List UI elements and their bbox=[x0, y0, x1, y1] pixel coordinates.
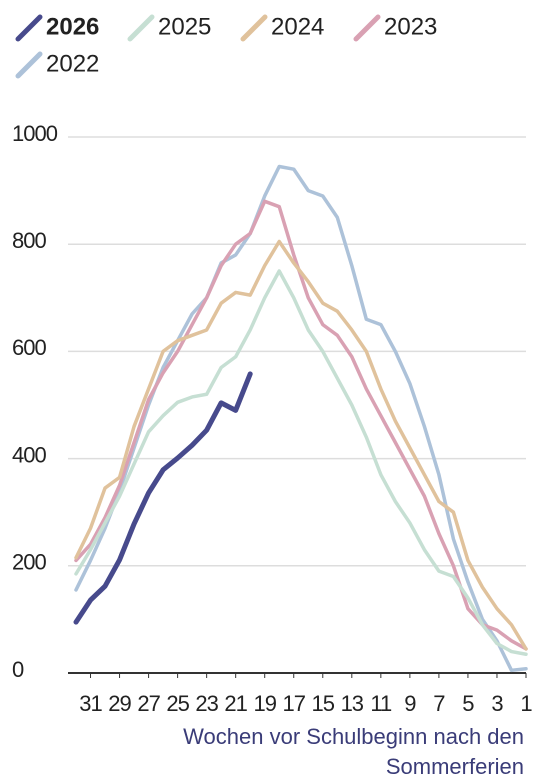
x-tick-label: 3 bbox=[491, 691, 503, 716]
y-tick-label: 600 bbox=[12, 335, 46, 360]
x-tick-label: 23 bbox=[195, 691, 218, 716]
legend-swatch bbox=[15, 51, 43, 79]
x-axis-label: Wochen vor Schulbeginn nach den Sommerfe… bbox=[183, 724, 524, 779]
line bbox=[74, 199, 528, 651]
y-tick-label: 400 bbox=[12, 442, 46, 467]
y-tick-label: 800 bbox=[12, 228, 46, 253]
legend-label: 2024 bbox=[271, 13, 324, 40]
legend-swatch bbox=[240, 14, 268, 42]
legend-label: 2025 bbox=[158, 13, 211, 40]
x-tick-label: 15 bbox=[312, 691, 335, 716]
line bbox=[74, 269, 528, 656]
legend-swatch bbox=[127, 14, 155, 42]
x-tick-label: 7 bbox=[433, 691, 445, 716]
x-tick-label: 27 bbox=[137, 691, 160, 716]
x-tick-label: 19 bbox=[253, 691, 276, 716]
legend-label: 2023 bbox=[384, 13, 437, 40]
x-tick-label: 31 bbox=[79, 691, 102, 716]
x-tick-label: 5 bbox=[462, 691, 474, 716]
x-tick-label: 25 bbox=[166, 691, 189, 716]
y-tick-label: 1000 bbox=[12, 121, 58, 146]
line bbox=[74, 239, 528, 651]
legend-label: 2026 bbox=[46, 13, 99, 40]
x-tick-label: 29 bbox=[108, 691, 131, 716]
line bbox=[73, 371, 253, 625]
legend-label: 2022 bbox=[46, 50, 99, 77]
x-tick-label: 1 bbox=[520, 691, 532, 716]
legend-swatch bbox=[15, 14, 43, 42]
y-tick-label: 0 bbox=[12, 657, 24, 682]
x-tick-label: 9 bbox=[404, 691, 416, 716]
x-tick-label: 21 bbox=[224, 691, 247, 716]
x-tick-label: 11 bbox=[370, 691, 392, 716]
x-tick-label: 17 bbox=[282, 691, 305, 716]
x-tick-label: 13 bbox=[341, 691, 364, 716]
legend-swatch bbox=[353, 14, 381, 42]
y-tick-label: 200 bbox=[12, 550, 46, 575]
